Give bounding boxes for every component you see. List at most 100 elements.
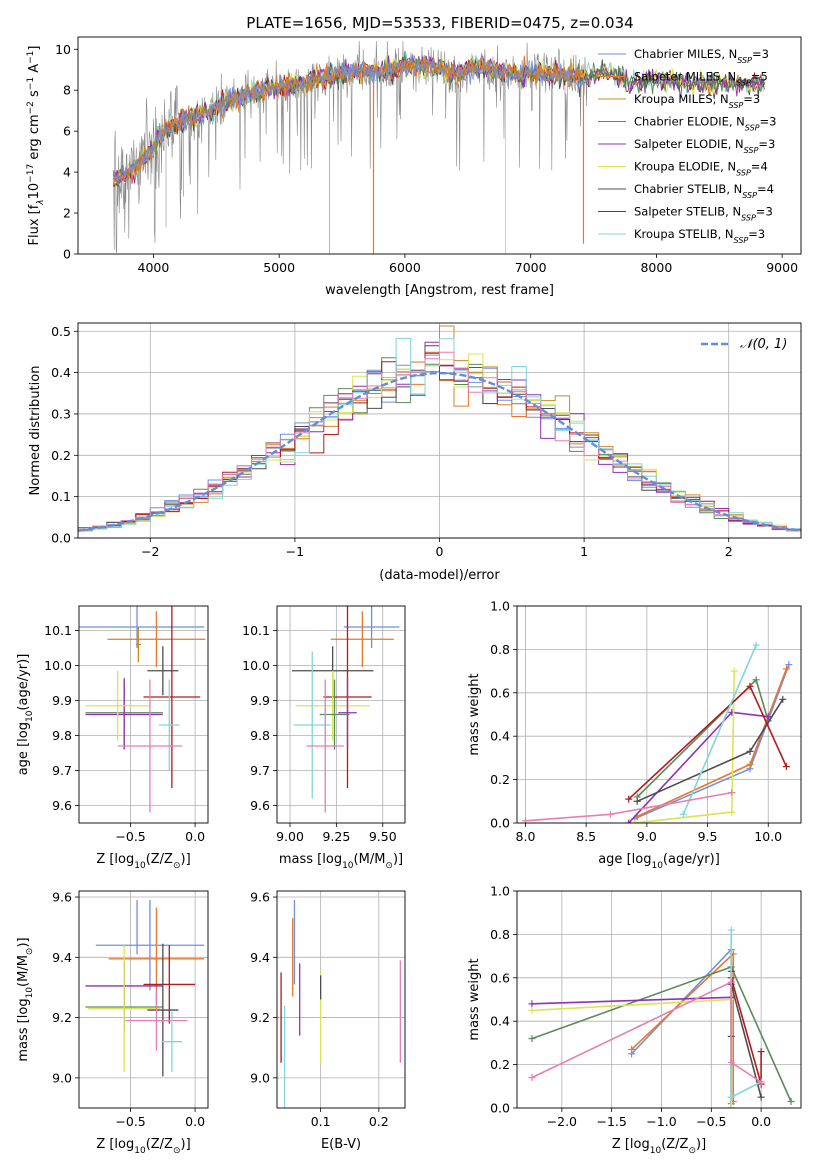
y-tick-label: 2	[63, 206, 71, 221]
mass-weight-line	[628, 711, 769, 823]
y-axis-label: mass [log10(M/M⊙)]	[16, 937, 35, 1061]
model-spectrum-line	[112, 54, 584, 182]
label-part: −1	[26, 51, 36, 64]
label-part: , N	[720, 70, 736, 84]
plot-area	[291, 606, 400, 813]
label-part: 4	[760, 160, 767, 174]
label-part: =	[760, 115, 770, 129]
x-tick-label: 0.2	[369, 1114, 389, 1129]
label-part: SSP	[736, 78, 751, 87]
y-tick-label: 9.8	[250, 728, 270, 743]
axes-frame	[276, 605, 406, 824]
axes-frame	[77, 322, 802, 539]
y-axis-label: mass weight	[467, 673, 482, 755]
y-tick-label: 10.1	[44, 623, 72, 638]
mass_vs_ebv-chart: 0.1 0.2 9.0 9.2 9.4 9.6 E(B-V)	[250, 890, 406, 1152]
x-axis-label: E(B-V)	[321, 1137, 361, 1152]
label-part: ]	[27, 46, 42, 51]
y-tick-label: 6	[63, 124, 71, 139]
y-tick-label: 9.9	[52, 693, 72, 708]
label-part: )]	[181, 1137, 191, 1152]
y-tick-label: 9.8	[52, 728, 72, 743]
x-tick-label: 0.0	[751, 1114, 771, 1129]
x-tick-label: 7000	[515, 260, 547, 275]
label-part: 10	[134, 861, 146, 871]
x-tick-label: 9.50	[369, 829, 397, 844]
x-tick-label: 6000	[389, 260, 421, 275]
x-tick-label: −2	[141, 544, 159, 559]
label-part: Salpeter STELIB	[634, 205, 725, 219]
y-tick-label: 9.6	[52, 890, 72, 905]
x-tick-label: −0.5	[115, 829, 145, 844]
label-part: , N	[726, 182, 742, 196]
label-part: SSP	[737, 56, 752, 65]
x-tick-label: 9.5	[698, 829, 718, 844]
label-part: Flux [f	[27, 204, 42, 245]
mass-weight-line	[682, 644, 757, 815]
y-tick-label: 0.1	[51, 489, 71, 504]
y-tick-label: 10	[55, 42, 71, 57]
y-tick-label: 9.7	[52, 763, 72, 778]
label-part: erg cm	[27, 114, 42, 163]
label-part: A	[27, 64, 42, 77]
y-tick-label: 0.2	[51, 448, 71, 463]
y-tick-label: 0	[63, 247, 71, 262]
label-part: 3	[765, 205, 772, 219]
axes-frame	[516, 605, 802, 824]
x-tick-label: 8.0	[516, 829, 536, 844]
label-part: Kroupa MILES	[634, 92, 713, 106]
x-tick-label: 10.0	[754, 829, 782, 844]
y-tick-label: 0.2	[490, 772, 510, 787]
label-part: , N	[725, 205, 741, 219]
y-tick-label: 0.2	[490, 1057, 510, 1072]
y-tick-label: 9.6	[250, 890, 270, 905]
label-part: 10	[342, 861, 354, 871]
label-part: age [log	[598, 852, 651, 867]
y-tick-label: 10.0	[242, 658, 270, 673]
y-tick-label: 0.0	[490, 816, 510, 831]
y-tick-label: 0.8	[490, 642, 510, 657]
label-part: Kroupa STELIB	[634, 227, 718, 241]
y-tick-label: 9.0	[250, 1070, 270, 1085]
massweight_vs_z-chart: −2.0 −1.5 −1.0 −0.5 0.0 0.0 0.2 0.4 0.6 0.8 1.0 Z […	[467, 884, 802, 1156]
label-part: 5	[760, 70, 767, 84]
x-tick-label: 4000	[138, 260, 170, 275]
axes-frame	[78, 890, 209, 1109]
label-part: (Z/Z	[661, 1137, 688, 1152]
x-tick-label: 0.0	[185, 1114, 205, 1129]
y-tick-label: 9.0	[52, 1070, 72, 1085]
label-part: 3	[768, 137, 775, 151]
y-tick-label: 1.0	[490, 884, 510, 899]
x-axis-label: wavelength [Angstrom, rest frame]	[325, 283, 554, 298]
x-tick-label: −1	[286, 544, 304, 559]
label-part: SSP	[745, 123, 760, 132]
y-tick-label: 0.6	[490, 685, 510, 700]
label-part: SSP	[742, 191, 757, 200]
label-part: −17	[26, 164, 36, 183]
y-tick-label: 0.4	[490, 729, 510, 744]
x-axis-label: Z [log10(Z/Z⊙)]	[612, 1137, 706, 1156]
label-part: =	[743, 92, 753, 106]
label-part: ⊙	[688, 1146, 696, 1156]
residuals-chart: −2 −1 0 1 2 0.0 0.1 0.2 0.3 0.4 0.5 𝒩(0, 1) (data-mo…	[28, 322, 802, 583]
axes-frame	[516, 890, 802, 1109]
label-part: 10	[25, 987, 35, 999]
label-part: age [log	[16, 722, 31, 775]
y-axis-label: Flux [fλ10−17 erg cm−2 s−1 A−1]	[26, 46, 46, 246]
label-part: , N	[713, 92, 729, 106]
residual-histogram-step	[78, 351, 801, 533]
label-part: 10	[134, 1146, 146, 1156]
x-tick-label: −0.5	[696, 1114, 726, 1129]
label-part: =	[751, 70, 761, 84]
label-part: (age/yr)]	[663, 852, 720, 867]
legend-entry: Chabrier ELODIE, NSSP=3	[634, 115, 776, 133]
label-part: −1	[26, 77, 36, 90]
label-part: ⊙	[385, 861, 393, 871]
label-part: Z [log	[96, 1137, 134, 1152]
y-tick-label: 10.0	[44, 658, 72, 673]
axes-frame	[276, 890, 406, 1109]
label-part: 3	[762, 47, 769, 61]
plot-area	[85, 900, 205, 1077]
label-part: =	[757, 182, 767, 196]
